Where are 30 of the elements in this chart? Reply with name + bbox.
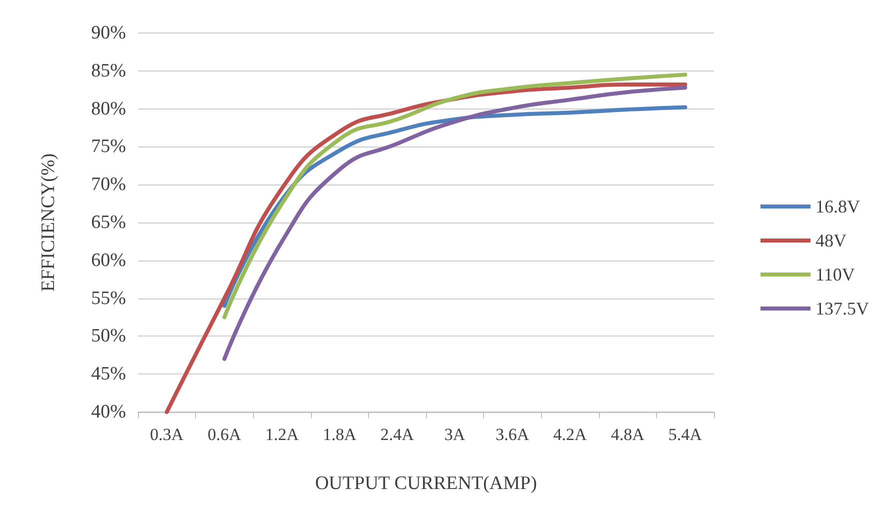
y-tick-label: 80% [91,98,126,120]
x-tick-label: 3A [444,425,466,444]
x-tick-label: 1.8A [322,425,358,444]
line-series [222,86,688,361]
y-tick-label: 75% [91,136,126,158]
x-tick-label: 4.2A [553,425,588,444]
y-tick-label: 70% [91,174,126,196]
x-tick-label: 4.8A [610,425,646,444]
y-tick-label: 90% [91,22,126,44]
y-tick-label: 55% [91,288,126,309]
legend-label: 110V [816,264,855,284]
legend-label: 137.5V [816,298,869,318]
legend-label: 16.8V [816,196,860,216]
y-axis-title: EFFICIENCY(%) [38,153,59,292]
x-tick-label: 5.4A [668,425,703,444]
y-tick-label: 45% [91,364,126,385]
x-axis-title: OUTPUT CURRENT(AMP) [315,473,537,494]
x-tick-label: 0.6A [208,425,242,444]
y-tick-label: 65% [91,212,126,233]
x-tick-label: 3.6A [496,425,530,444]
x-tick-label: 1.2A [265,425,300,444]
y-tick-label: 40% [91,402,126,422]
x-tick-label: 2.4A [380,425,415,444]
x-tick-label: 0.3A [150,425,184,444]
y-tick-label: 60% [91,250,126,271]
legend-label: 48V [816,230,846,250]
line-series [222,72,688,320]
line-series [164,82,688,414]
y-tick-label: 50% [91,326,126,347]
y-tick-label: 85% [91,60,126,82]
